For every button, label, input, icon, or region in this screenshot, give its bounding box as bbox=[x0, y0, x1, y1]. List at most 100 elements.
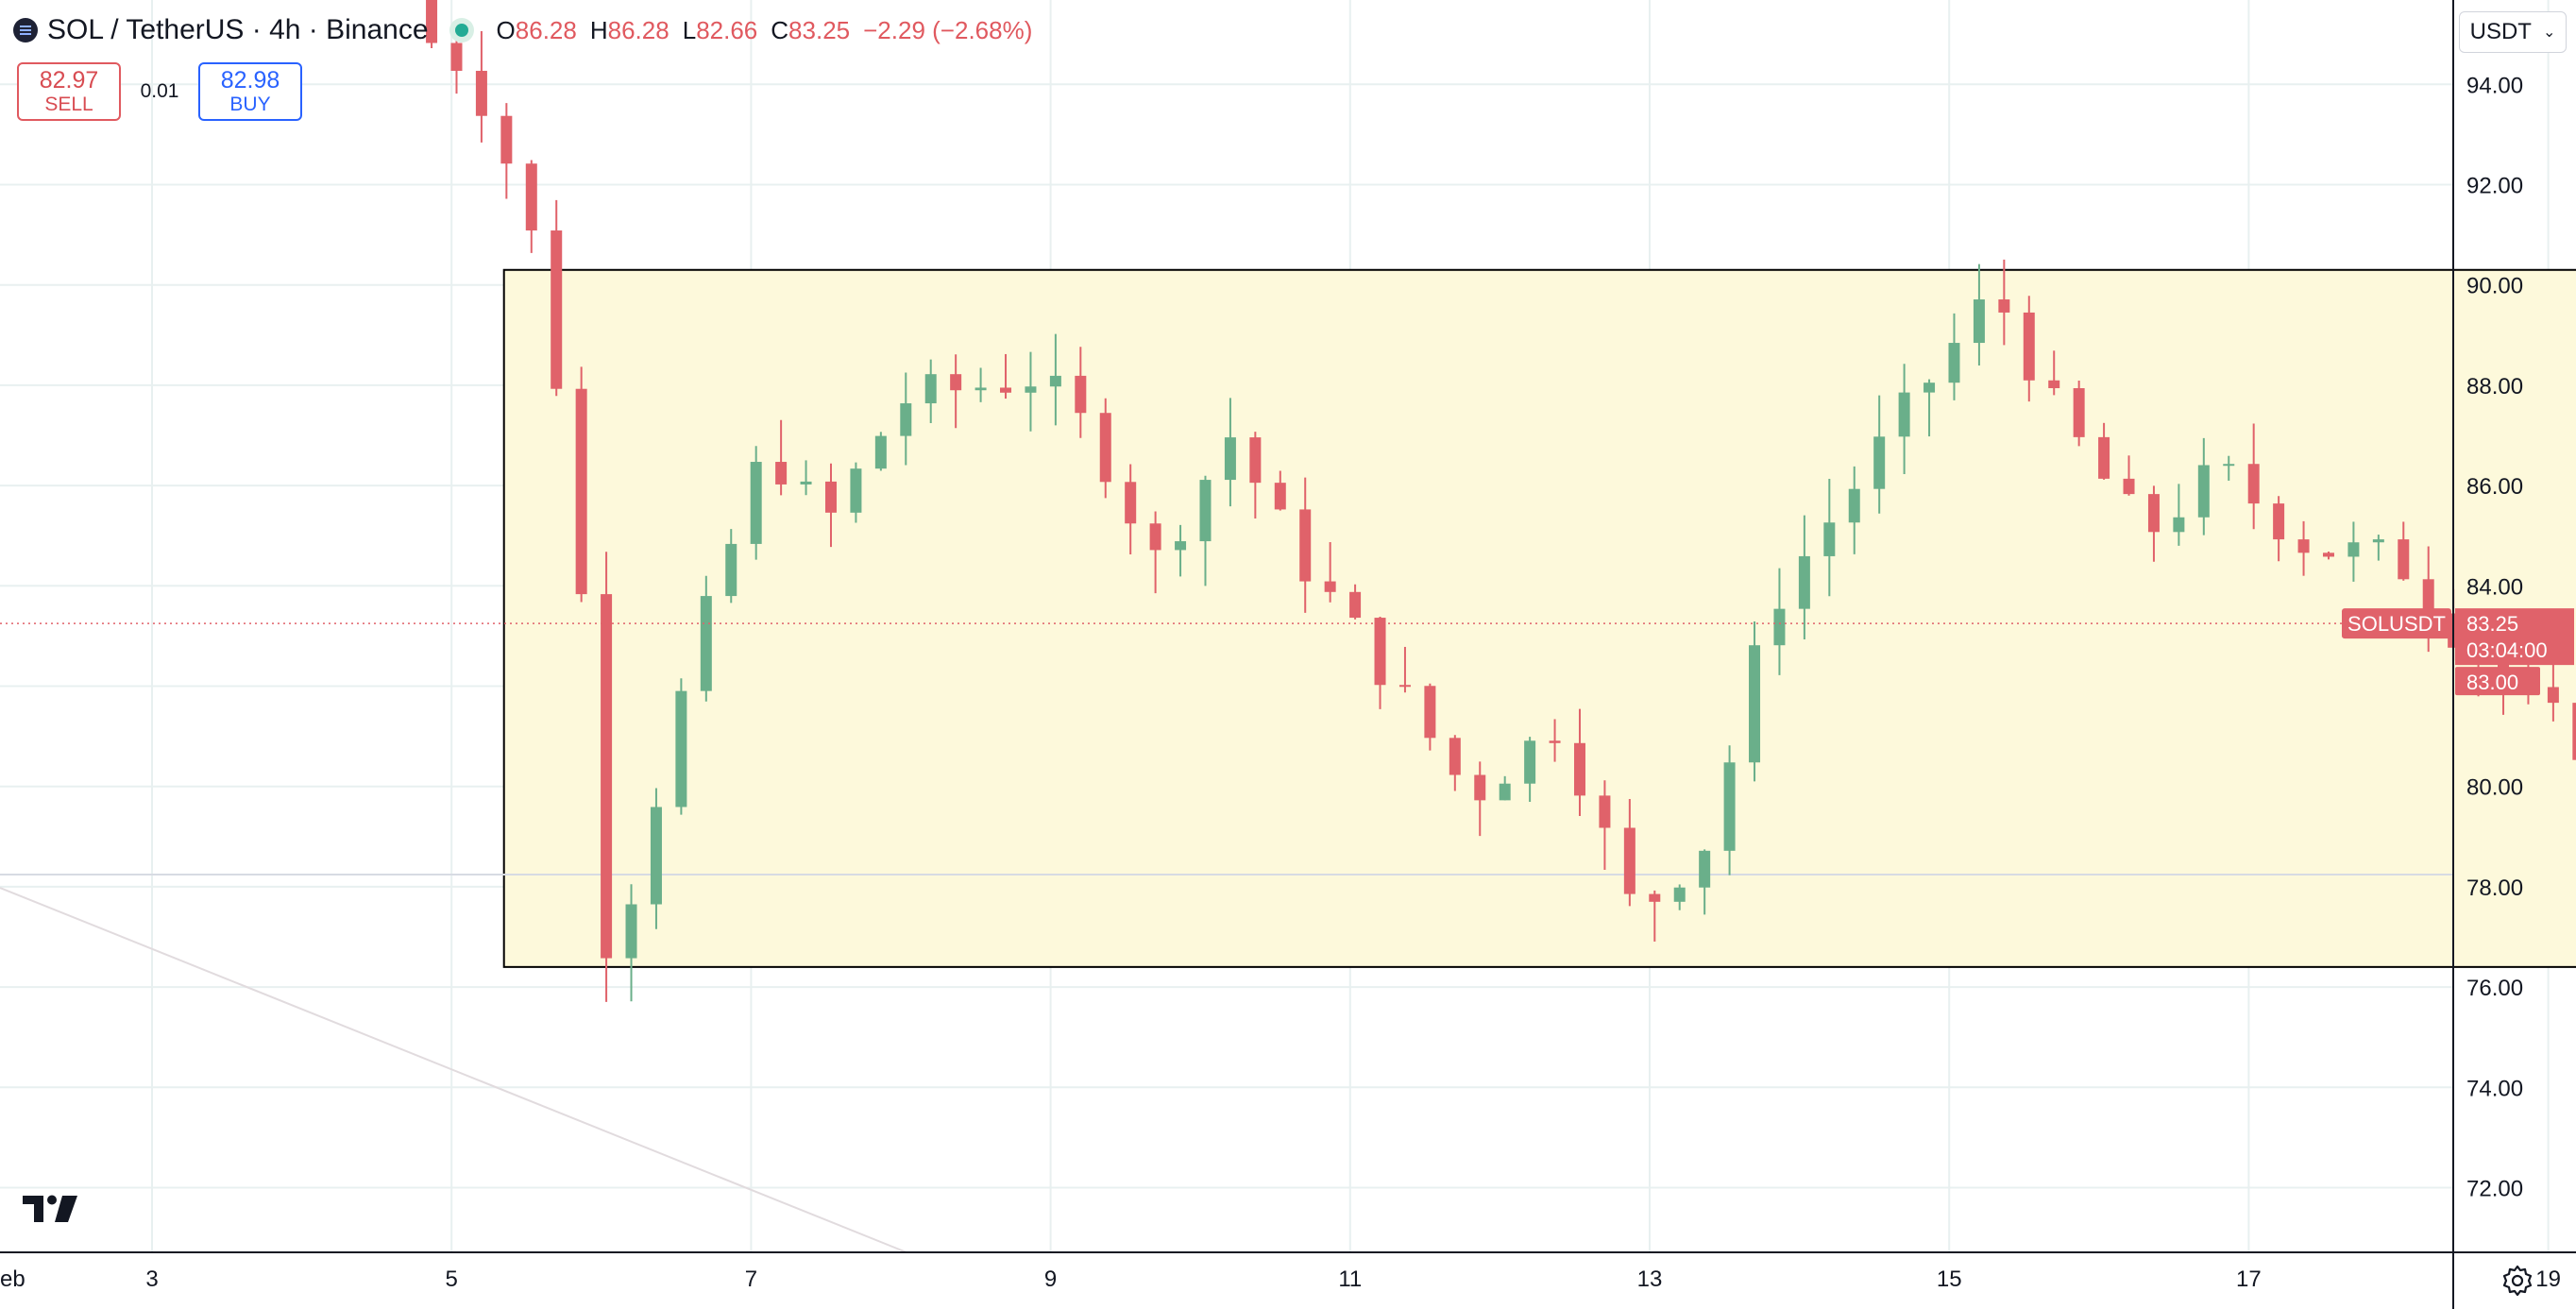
candle-down[interactable] bbox=[450, 42, 463, 71]
candle-down[interactable] bbox=[2398, 539, 2410, 580]
candle-up[interactable] bbox=[2372, 539, 2384, 543]
candle-up[interactable] bbox=[800, 481, 812, 484]
candle-up[interactable] bbox=[1924, 382, 1936, 393]
candle-down[interactable] bbox=[2322, 552, 2334, 557]
candle-up[interactable] bbox=[1798, 555, 1810, 609]
candle-down[interactable] bbox=[775, 462, 788, 484]
candle-up[interactable] bbox=[1749, 645, 1761, 763]
tradingview-logo-icon[interactable] bbox=[21, 1192, 81, 1226]
symbol-tag-label: SOLUSDT bbox=[2347, 612, 2446, 636]
candle-up[interactable] bbox=[2223, 464, 2235, 467]
candle-down[interactable] bbox=[1125, 482, 1137, 524]
candle-up[interactable] bbox=[2347, 542, 2360, 557]
candle-down[interactable] bbox=[551, 230, 563, 389]
high-value: 86.28 bbox=[607, 15, 669, 44]
candle-down[interactable] bbox=[2422, 579, 2434, 614]
candle-up[interactable] bbox=[1175, 541, 1187, 551]
candle-up[interactable] bbox=[1524, 740, 1536, 784]
candle-down[interactable] bbox=[2098, 436, 2110, 479]
candle-down[interactable] bbox=[1398, 685, 1411, 688]
candle-down[interactable] bbox=[1075, 375, 1087, 414]
candle-up[interactable] bbox=[974, 387, 987, 391]
candle-down[interactable] bbox=[426, 0, 438, 43]
candle-down[interactable] bbox=[1474, 774, 1486, 801]
candle-down[interactable] bbox=[2073, 388, 2085, 437]
candle-up[interactable] bbox=[1898, 392, 1910, 437]
candle-up[interactable] bbox=[900, 403, 912, 436]
symbol-title[interactable]: SOL / TetherUS · 4h · Binance bbox=[47, 14, 429, 45]
candle-down[interactable] bbox=[1573, 742, 1585, 796]
candle-up[interactable] bbox=[2173, 517, 2185, 533]
candle-down[interactable] bbox=[1623, 827, 1635, 894]
candle-up[interactable] bbox=[1723, 762, 1736, 851]
candle-up[interactable] bbox=[874, 435, 887, 469]
range-box-drawing[interactable] bbox=[502, 268, 2576, 968]
buy-button[interactable]: 82.98 BUY bbox=[198, 62, 302, 121]
candle-down[interactable] bbox=[1549, 740, 1561, 743]
candle-up[interactable] bbox=[1848, 488, 1860, 523]
candle-down[interactable] bbox=[2048, 380, 2060, 389]
candle-down[interactable] bbox=[2247, 464, 2260, 504]
candle-down[interactable] bbox=[1998, 299, 2010, 313]
candle-down[interactable] bbox=[950, 374, 962, 391]
price-axis-label: 72.00 bbox=[2466, 1177, 2523, 1202]
candle-down[interactable] bbox=[1349, 591, 1362, 619]
candle-down[interactable] bbox=[2147, 494, 2160, 533]
candle-down[interactable] bbox=[575, 388, 587, 595]
last-price-tag bbox=[2455, 608, 2574, 666]
candle-down[interactable] bbox=[1000, 387, 1012, 393]
candle-down[interactable] bbox=[1324, 581, 1336, 592]
price-axis-label: 88.00 bbox=[2466, 374, 2523, 400]
candle-up[interactable] bbox=[625, 904, 637, 959]
candle-down[interactable] bbox=[601, 594, 613, 959]
candle-up[interactable] bbox=[1948, 343, 1960, 383]
candle-up[interactable] bbox=[1823, 522, 1836, 556]
candle-down[interactable] bbox=[1249, 437, 1262, 484]
time-axis-label: 15 bbox=[1937, 1266, 1962, 1292]
candle-up[interactable] bbox=[1773, 608, 1786, 646]
market-status-icon[interactable] bbox=[449, 18, 474, 42]
candle-down[interactable] bbox=[2547, 687, 2559, 704]
candle-up[interactable] bbox=[1224, 437, 1236, 481]
candle-down[interactable] bbox=[1424, 686, 1436, 739]
candle-up[interactable] bbox=[1873, 436, 1886, 489]
candle-down[interactable] bbox=[475, 70, 487, 116]
candle-down[interactable] bbox=[525, 163, 537, 231]
candle-up[interactable] bbox=[2197, 465, 2210, 518]
candle-down[interactable] bbox=[1649, 893, 1661, 902]
candle-down[interactable] bbox=[2023, 312, 2035, 381]
candle-down[interactable] bbox=[1274, 483, 1286, 510]
candle-up[interactable] bbox=[675, 690, 687, 808]
candle-up[interactable] bbox=[1673, 887, 1686, 902]
trendline-drawing[interactable] bbox=[0, 887, 907, 1253]
candle-up[interactable] bbox=[1199, 480, 1212, 542]
candle-down[interactable] bbox=[1149, 523, 1161, 551]
candle-up[interactable] bbox=[1973, 299, 1985, 344]
candle-down[interactable] bbox=[1099, 413, 1111, 483]
candle-up[interactable] bbox=[725, 543, 737, 597]
candle-down[interactable] bbox=[1374, 618, 1386, 686]
candle-up[interactable] bbox=[750, 462, 762, 544]
settings-gear-icon[interactable] bbox=[2500, 1264, 2534, 1298]
candle-down[interactable] bbox=[2123, 478, 2135, 495]
candle-down[interactable] bbox=[824, 481, 837, 513]
candle-down[interactable] bbox=[1599, 795, 1611, 828]
candle-up[interactable] bbox=[1025, 386, 1037, 393]
candle-down[interactable] bbox=[1449, 738, 1461, 775]
candle-up[interactable] bbox=[650, 807, 662, 905]
candle-down[interactable] bbox=[2297, 539, 2310, 553]
candle-down[interactable] bbox=[1299, 509, 1312, 582]
candle-up[interactable] bbox=[850, 468, 862, 513]
candle-down[interactable] bbox=[500, 115, 513, 164]
candle-down[interactable] bbox=[2273, 503, 2285, 540]
candle-up[interactable] bbox=[1499, 783, 1511, 801]
sell-button[interactable]: 82.97 SELL bbox=[17, 62, 121, 121]
symbol-price-tag[interactable] bbox=[2342, 608, 2451, 639]
candle-up[interactable] bbox=[700, 596, 712, 691]
candle-up[interactable] bbox=[1049, 375, 1061, 387]
currency-dropdown[interactable]: USDT ⌄ bbox=[2459, 11, 2567, 53]
candle-up[interactable] bbox=[924, 374, 937, 404]
candle-down[interactable] bbox=[2572, 703, 2576, 760]
candle-up[interactable] bbox=[1699, 850, 1711, 888]
